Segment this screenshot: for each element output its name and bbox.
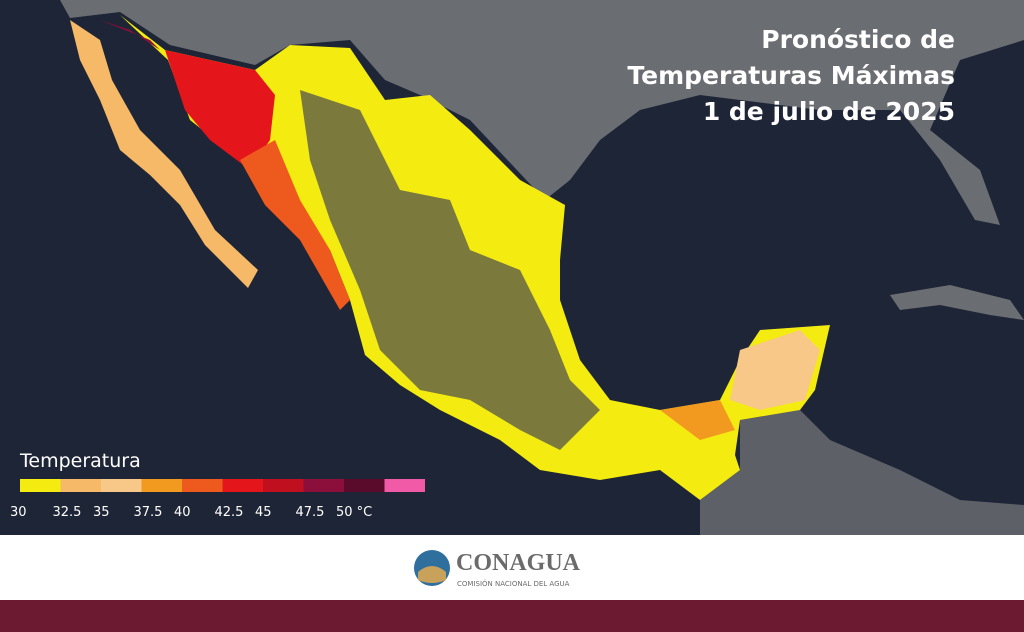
warm-zone xyxy=(730,330,820,410)
legend-swatch xyxy=(263,479,304,492)
legend-tick-label: 37.5 xyxy=(134,505,163,520)
highlands xyxy=(300,90,600,450)
legend-swatch xyxy=(384,479,425,492)
legend-title: Temperatura xyxy=(19,450,141,472)
central-america xyxy=(700,410,1024,535)
logo-name: CONAGUA xyxy=(456,550,581,576)
legend-tick-label: 35 xyxy=(93,505,110,520)
legend-tick-label: 50 °C xyxy=(336,505,372,520)
hot-zone xyxy=(165,50,275,170)
warm-zone xyxy=(660,400,735,440)
legend: 30 32.5 35 37.5 40 42.5 45 47.5 50 °C xyxy=(10,479,425,520)
title-line: Temperaturas Máximas xyxy=(627,61,955,90)
title-line: Pronóstico de xyxy=(761,25,955,54)
logo-icon xyxy=(418,566,446,583)
legend-tick-label: 32.5 xyxy=(53,505,82,520)
legend-tick-label: 30 xyxy=(10,505,27,520)
legend-swatch xyxy=(344,479,385,492)
legend-tick-label: 47.5 xyxy=(296,505,325,520)
legend-tick-label: 45 xyxy=(255,505,272,520)
cuba xyxy=(890,285,1024,320)
legend-swatch xyxy=(20,479,61,492)
legend-swatch xyxy=(182,479,223,492)
legend-swatch xyxy=(141,479,182,492)
baja xyxy=(70,20,258,288)
legend-swatch xyxy=(303,479,344,492)
legend-swatch xyxy=(222,479,263,492)
title-line: 1 de julio de 2025 xyxy=(703,97,955,126)
legend-swatch xyxy=(60,479,101,492)
legend-swatch xyxy=(101,479,142,492)
legend-tick-label: 40 xyxy=(174,505,191,520)
bottom-bar xyxy=(0,600,1024,632)
logo-subtitle: COMISIÓN NACIONAL DEL AGUA xyxy=(457,579,570,588)
usa-land xyxy=(60,0,1024,225)
legend-tick-label: 42.5 xyxy=(215,505,244,520)
footer xyxy=(0,535,1024,600)
warm-zone xyxy=(240,140,350,310)
